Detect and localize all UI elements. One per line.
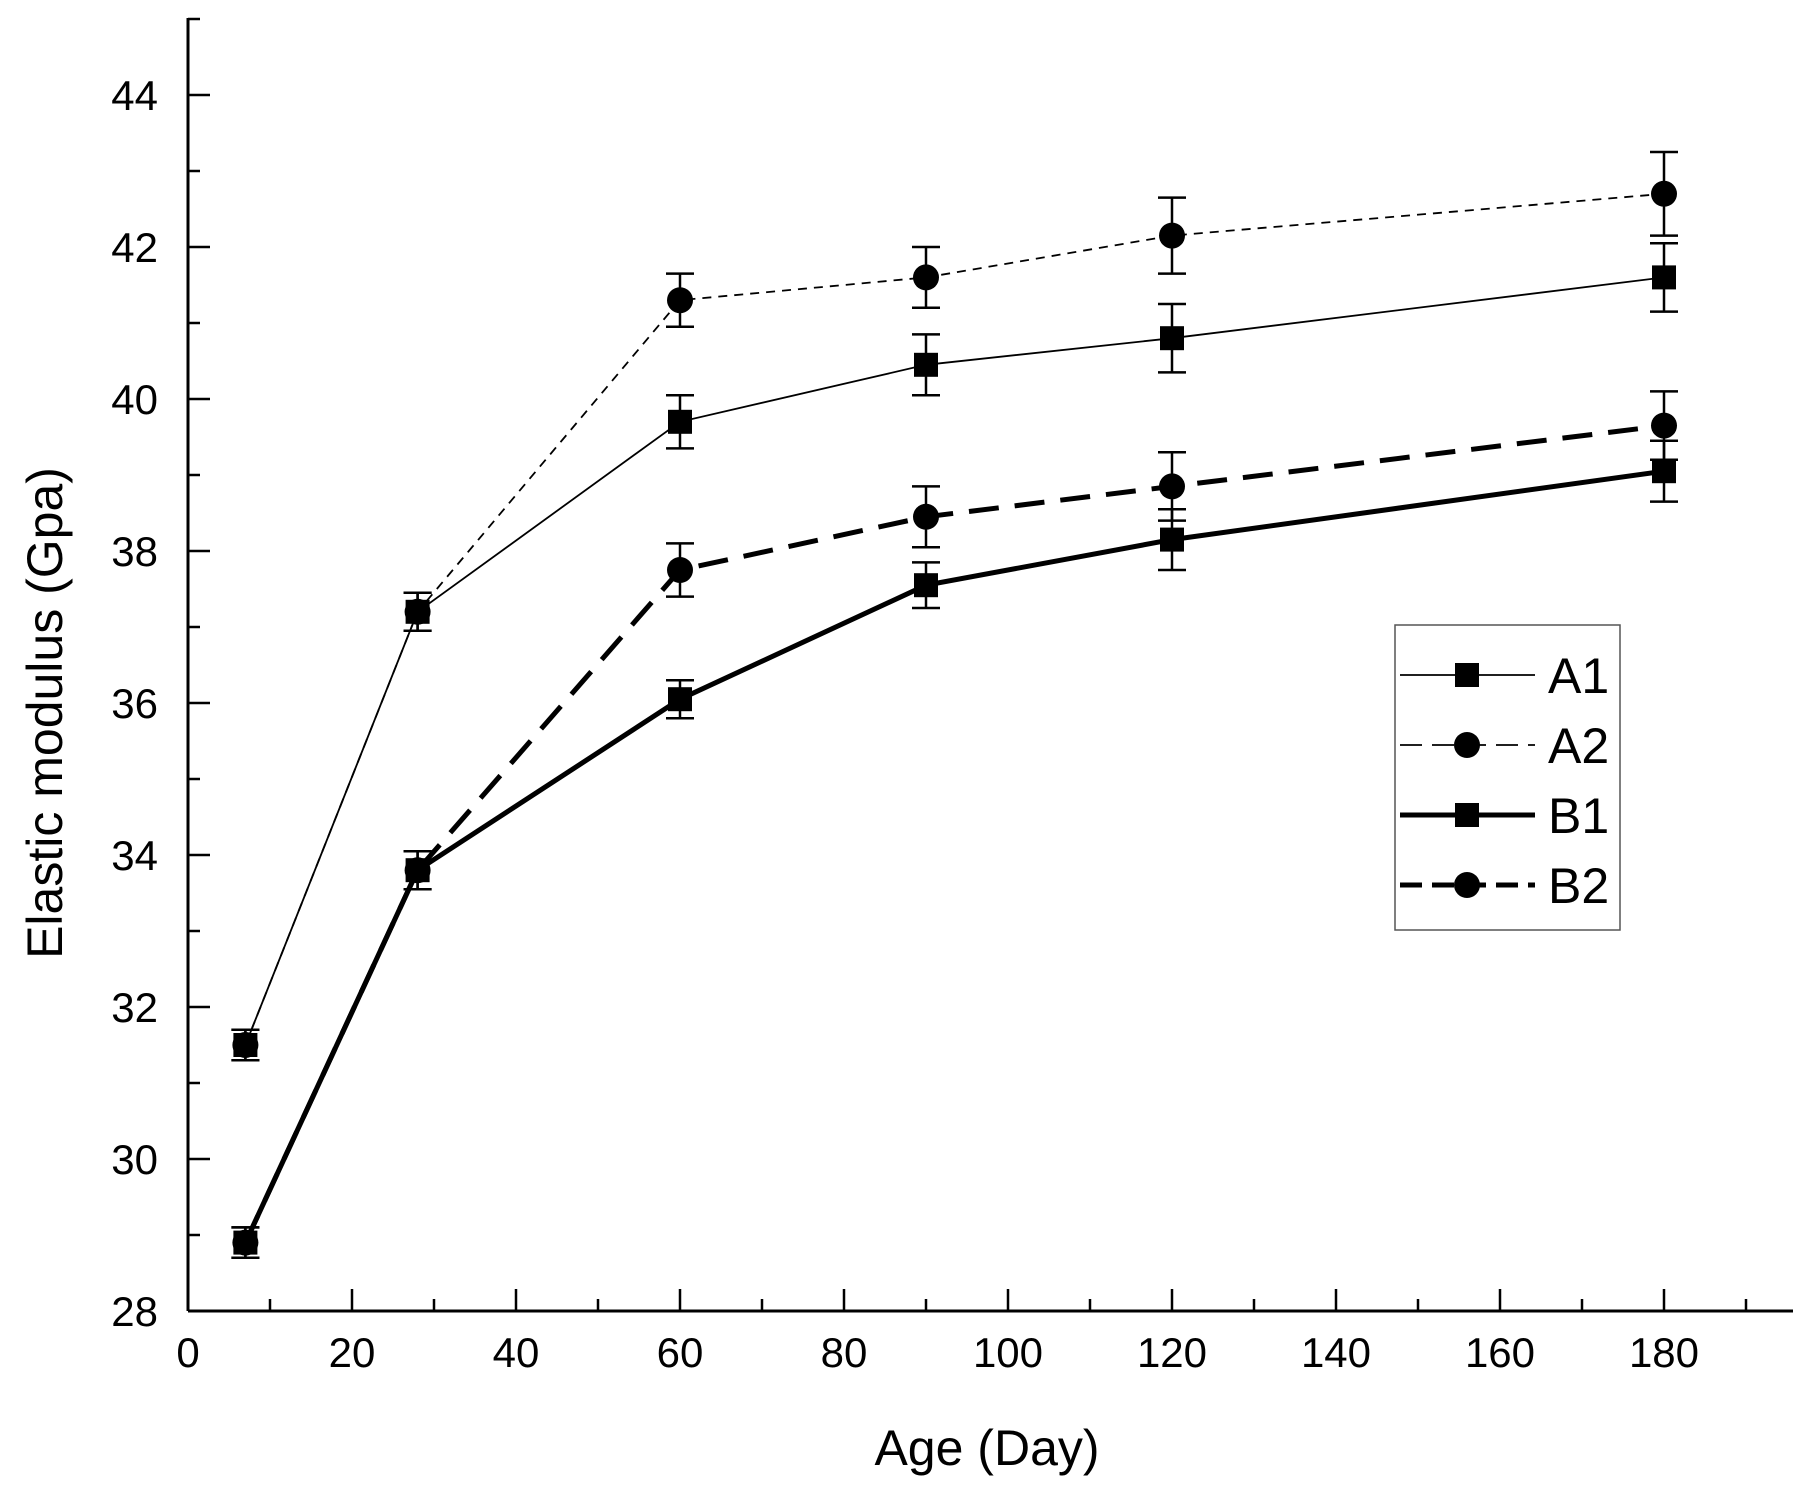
data-point-square <box>668 687 692 712</box>
data-point-square <box>1652 459 1676 484</box>
legend-label-A2: A2 <box>1548 718 1609 774</box>
y-tick-label: 38 <box>111 528 158 575</box>
data-point-circle <box>913 264 939 291</box>
legend-marker-square <box>1455 663 1479 687</box>
x-tick-label: 80 <box>821 1329 868 1376</box>
y-tick-label: 44 <box>111 72 158 119</box>
legend-marker-circle <box>1454 872 1480 898</box>
data-point-circle <box>232 1032 259 1058</box>
series-line <box>244 192 1665 1046</box>
data-point-circle <box>404 598 431 625</box>
data-point-circle <box>1651 180 1677 207</box>
series-B2 <box>231 390 1678 1260</box>
data-point-circle <box>404 857 431 884</box>
legend-marker-circle <box>1454 732 1480 758</box>
y-tick-label: 42 <box>111 224 158 271</box>
series-line <box>243 423 1665 1244</box>
data-point-circle <box>1159 473 1185 500</box>
data-point-circle <box>913 503 939 530</box>
series-layer <box>231 150 1678 1260</box>
y-tick-label: 32 <box>111 984 158 1031</box>
legend-label-B2: B2 <box>1548 858 1609 914</box>
data-point-square <box>1160 527 1184 552</box>
x-tick-label: 120 <box>1137 1329 1207 1376</box>
y-tick-label: 28 <box>111 1288 158 1335</box>
x-tick-label: 40 <box>493 1329 540 1376</box>
data-point-circle <box>667 557 693 583</box>
data-point-circle <box>667 287 693 314</box>
legend-label-B1: B1 <box>1548 788 1609 844</box>
data-point-circle <box>1159 222 1185 249</box>
data-point-square <box>914 352 938 377</box>
y-tick-label: 40 <box>111 376 158 423</box>
data-point-square <box>1160 326 1184 351</box>
axes: 0 20 40 60 80 100 120 140 160 180 28 30 32 34 36 38 40 42… <box>111 17 1793 1376</box>
x-tick-label: 140 <box>1301 1329 1371 1376</box>
series-A2 <box>231 150 1678 1062</box>
data-point-square <box>668 409 692 434</box>
x-tick-label: 0 <box>176 1329 199 1376</box>
y-tick-label: 34 <box>111 832 158 879</box>
legend-label-A1: A1 <box>1548 648 1609 704</box>
y-tick-label: 36 <box>111 680 158 727</box>
data-point-square <box>914 573 938 598</box>
x-tick-label: 20 <box>329 1329 376 1376</box>
x-axis-title: Age (Day) <box>874 1420 1099 1476</box>
legend-marker-square <box>1455 803 1479 827</box>
data-point-square <box>1652 265 1676 290</box>
data-point-circle <box>232 1229 259 1256</box>
x-tick-label: 160 <box>1465 1329 1535 1376</box>
legend: A1 A2 B1 B2 <box>1394 624 1621 931</box>
data-point-circle <box>1651 412 1677 439</box>
x-tick-label: 60 <box>657 1329 704 1376</box>
y-axis-title: Elastic modulus (Gpa) <box>17 467 73 959</box>
x-tick-label: 100 <box>973 1329 1043 1376</box>
y-tick-label: 30 <box>111 1136 158 1183</box>
x-tick-label: 180 <box>1629 1329 1699 1376</box>
